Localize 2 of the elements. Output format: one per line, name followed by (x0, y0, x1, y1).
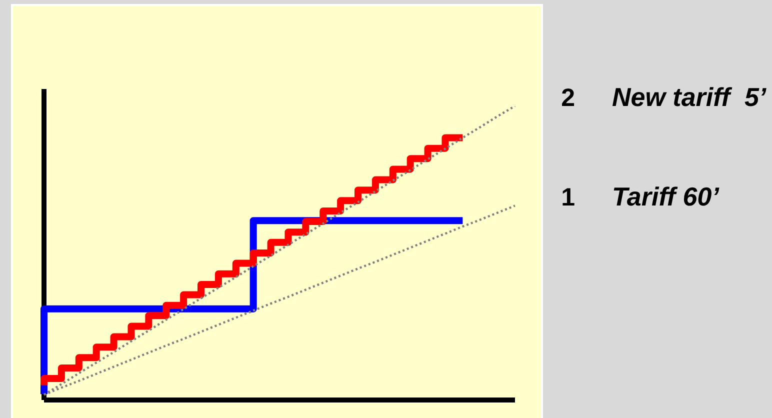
text: 2 New tariff 5’ (561, 82, 766, 112)
text: 1 Tariff 60’ (561, 182, 719, 212)
